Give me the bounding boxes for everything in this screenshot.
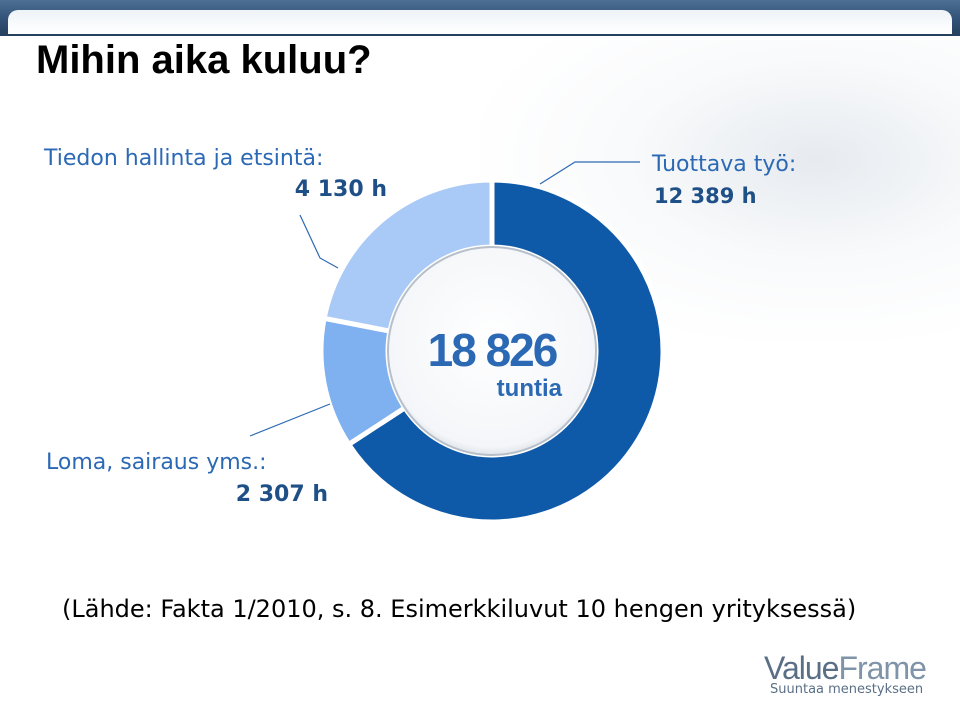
leader-line-info	[299, 214, 339, 269]
donut-center-disc	[387, 246, 597, 456]
source-note: (Lähde: Fakta 1/2010, s. 8. Esimerkkiluv…	[62, 595, 857, 623]
slice-label-productive: Tuottava työ:	[652, 152, 797, 177]
leader-line-productive	[539, 161, 640, 185]
leader-line-leave	[249, 403, 331, 437]
slice-label-info: Tiedon hallinta ja etsintä:	[44, 146, 324, 171]
valueframe-logo: ValueFrame	[764, 650, 927, 687]
slice-value-productive: 12 389 h	[654, 184, 757, 208]
slice-label-leave: Loma, sairaus yms.:	[46, 450, 267, 475]
center-unit-text: tuntia	[497, 375, 563, 402]
logo-tagline: Suuntaa menestykseen	[770, 682, 924, 697]
center-total-text: 18 826	[428, 324, 557, 376]
slice-value-info: 4 130 h	[294, 177, 387, 202]
logo-value-text: Value	[764, 650, 839, 686]
slide-title: Mihin aika kuluu?	[36, 38, 372, 82]
top-banner	[0, 0, 960, 36]
logo-frame-text: Frame	[838, 650, 926, 686]
top-banner-highlight	[8, 10, 952, 34]
slice-value-leave: 2 307 h	[235, 482, 328, 507]
